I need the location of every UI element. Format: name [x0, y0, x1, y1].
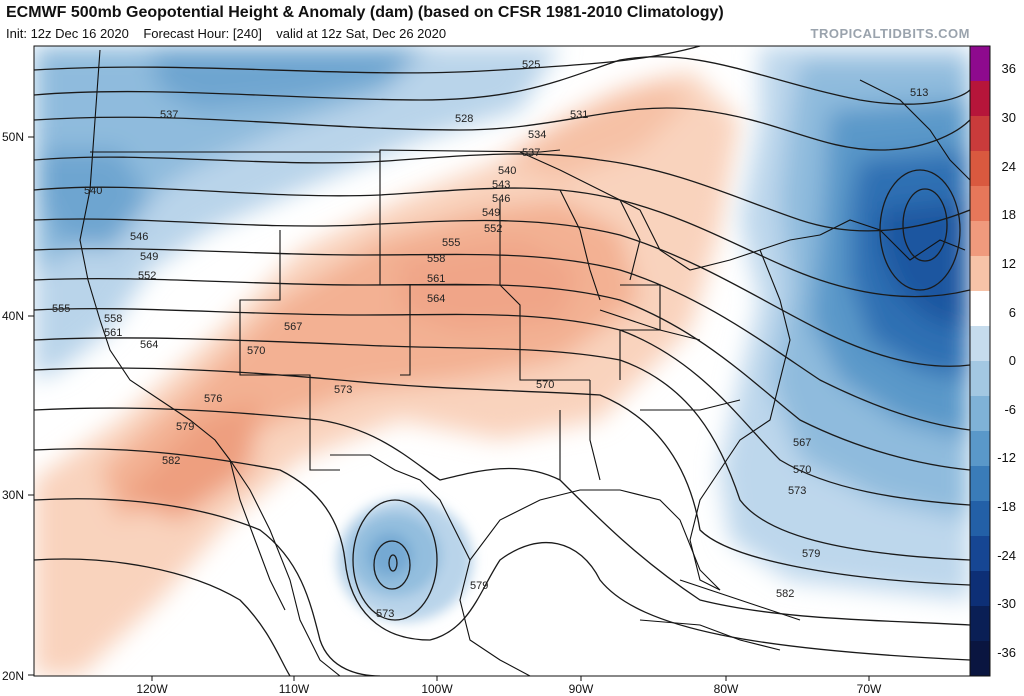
colorbar-swatch — [970, 396, 990, 432]
contour-label: 537 — [160, 109, 178, 121]
init-time: Init: 12z Dec 16 2020 — [6, 26, 129, 41]
colorbar-swatch — [970, 116, 990, 152]
lon-label: 90W — [569, 682, 594, 696]
colorbar-frame — [969, 45, 991, 677]
contour-label: 561 — [104, 327, 122, 339]
contour-label: 549 — [140, 251, 158, 263]
contour-label: 528 — [455, 113, 473, 125]
contour-label: 558 — [104, 313, 122, 325]
contour-label: 570 — [793, 464, 811, 476]
contour-label: 546 — [130, 231, 148, 243]
contour-label: 579 — [176, 421, 194, 433]
colorbar-label: -18 — [997, 499, 1016, 514]
contour-label: 555 — [52, 303, 70, 315]
contour-label: 552 — [484, 223, 502, 235]
contour-label: 513 — [910, 87, 928, 99]
contour-label: 552 — [138, 270, 156, 282]
contour-label: 576 — [204, 393, 222, 405]
colorbar-swatch — [970, 501, 990, 537]
contour-label: 525 — [522, 59, 540, 71]
lon-label: 70W — [857, 682, 882, 696]
longitude-axis: 120W 110W 100W 90W 80W 70W — [136, 676, 882, 696]
colorbar-swatch — [970, 151, 990, 187]
colorbar-swatch — [970, 221, 990, 257]
colorbar-label: 6 — [1009, 305, 1016, 320]
contour-label: 564 — [427, 293, 445, 305]
colorbar-swatch — [970, 361, 990, 397]
contour-label: 540 — [84, 185, 102, 197]
anomaly-field — [34, 46, 970, 676]
contour-label: 567 — [793, 437, 811, 449]
contour-label: 537 — [522, 147, 540, 159]
contour-label: 567 — [284, 321, 302, 333]
lon-label: 120W — [136, 682, 168, 696]
colorbar-label: -24 — [997, 548, 1016, 563]
colorbar-label: 24 — [1002, 159, 1016, 174]
contour-label: 570 — [536, 379, 554, 391]
colorbar-swatch — [970, 46, 990, 82]
contour-label: 573 — [376, 608, 394, 620]
contour-label: 558 — [427, 253, 445, 265]
colorbar-label: -6 — [1004, 402, 1016, 417]
site-watermark: TROPICALTIDBITS.COM — [810, 26, 970, 41]
lat-label: 30N — [2, 488, 24, 502]
lat-label: 50N — [2, 130, 24, 144]
map-subtitle: Init: 12z Dec 16 2020 Forecast Hour: [24… — [6, 26, 446, 41]
valid-time: valid at 12z Sat, Dec 26 2020 — [276, 26, 447, 41]
contour-label: 570 — [247, 345, 265, 357]
colorbar-swatch — [970, 256, 990, 292]
colorbar-label: -12 — [997, 450, 1016, 465]
contour-label: 582 — [162, 455, 180, 467]
contour-label: 546 — [492, 193, 510, 205]
lon-label: 100W — [421, 682, 453, 696]
colorbar-swatch — [970, 291, 990, 327]
contour-label: 579 — [802, 548, 820, 560]
colorbar-labels: 36 30 24 18 12 6 0 -6 -12 -18 -24 -30 -3… — [997, 61, 1016, 660]
colorbar-label: 0 — [1009, 353, 1016, 368]
colorbar-swatch — [970, 326, 990, 362]
lon-label: 110W — [279, 682, 310, 696]
colorbar-swatch — [970, 466, 990, 502]
colorbar-swatch — [970, 186, 990, 222]
height-contours — [34, 46, 970, 676]
lon-label: 80W — [714, 682, 739, 696]
contour-label: 573 — [334, 384, 352, 396]
lat-label: 40N — [2, 309, 24, 323]
contour-label: 543 — [492, 179, 510, 191]
colorbar-label: 30 — [1002, 110, 1016, 125]
contour-label: 579 — [470, 580, 488, 592]
colorbar-swatch — [970, 81, 990, 117]
anomaly-colorbar — [969, 45, 991, 677]
colorbar-swatch — [970, 571, 990, 607]
map-title: ECMWF 500mb Geopotential Height & Anomal… — [6, 4, 724, 21]
contour-label: 540 — [498, 165, 516, 177]
contour-labels: 525 537 528 531 534 537 540 543 546 549 … — [52, 59, 928, 620]
colorbar-swatch — [970, 641, 990, 677]
lat-label: 20N — [2, 669, 24, 683]
latitude-axis: 50N 40N 30N 20N — [2, 130, 34, 683]
header-bar: ECMWF 500mb Geopotential Height & Anomal… — [0, 0, 1024, 46]
colorbar-swatch — [970, 536, 990, 572]
forecast-hour: Forecast Hour: [240] — [143, 26, 262, 41]
contour-label: 531 — [570, 109, 588, 121]
contour-label: 555 — [442, 237, 460, 249]
colorbar-swatch — [970, 431, 990, 467]
contour-label: 534 — [528, 129, 546, 141]
contour-label: 549 — [482, 207, 500, 219]
contour-label: 561 — [427, 273, 445, 285]
contour-label: 564 — [140, 339, 158, 351]
colorbar-swatch — [970, 606, 990, 642]
contour-label: 573 — [788, 485, 806, 497]
colorbar-label: 12 — [1002, 256, 1016, 271]
colorbar-label: 18 — [1002, 207, 1016, 222]
colorbar-label: -36 — [997, 645, 1016, 660]
colorbar-label: 36 — [1002, 61, 1016, 76]
contour-label: 582 — [776, 588, 794, 600]
colorbar-label: -30 — [997, 596, 1016, 611]
